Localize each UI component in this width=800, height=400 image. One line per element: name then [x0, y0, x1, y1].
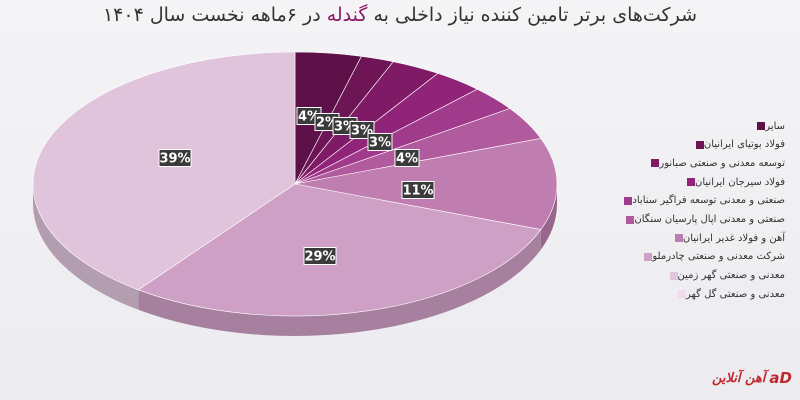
data-label-7: 29%: [303, 247, 337, 265]
legend-label: معدنی و صنعتی گل گهر: [686, 288, 785, 300]
legend-item: توسعه معدنی و صنعتی صبانور: [585, 155, 785, 171]
chart-title: شرکت‌های برتر تامین کننده نیاز داخلی به …: [102, 4, 698, 26]
legend-label: معدنی و صنعتی گهر زمین: [677, 270, 785, 282]
legend-item: معدنی و صنعتی گل گهر: [585, 286, 785, 302]
legend-swatch: [624, 196, 633, 205]
svg-text:29%: 29%: [304, 250, 335, 265]
title-highlight: گندله: [326, 4, 368, 26]
brand-name: آهن آنلاین: [712, 370, 766, 386]
legend-item: فولاد سیرجان ایرانیان: [585, 174, 785, 190]
legend-swatch: [674, 234, 683, 243]
pie-slice-8: [32, 51, 296, 291]
legend-swatch: [644, 252, 653, 261]
data-label-6: 11%: [401, 181, 435, 199]
legend-label: توسعه معدنی و صنعتی صبانور: [659, 157, 785, 169]
legend-label: صنعتی و معدنی توسعه فراگیر سناباد: [632, 195, 785, 207]
pie-data-labels: 4%2%3%3%3%4%11%29%39%: [158, 107, 435, 265]
brand-logo-icon: aD: [769, 369, 792, 387]
svg-text:3%: 3%: [369, 136, 391, 151]
data-label-5: 4%: [394, 149, 420, 167]
legend-item: معدنی و صنعتی گهر زمین: [585, 268, 785, 284]
legend-swatch: [669, 271, 678, 280]
legend-item: شرکت معدنی و صنعتی چادرملو: [585, 249, 785, 265]
pie-side-8: [33, 184, 139, 310]
legend-swatch: [678, 290, 686, 299]
legend-label: شرکت معدنی و صنعتی چادرملو: [652, 251, 785, 263]
legend-item: صنعتی و معدنی توسعه فراگیر سناباد: [585, 193, 785, 209]
legend-label: صنعتی و معدنی اپال پارسیان سنگان: [634, 214, 785, 225]
data-label-8: 39%: [158, 149, 192, 167]
svg-text:39%: 39%: [159, 152, 190, 167]
svg-text:11%: 11%: [402, 184, 433, 199]
legend-swatch: [687, 178, 695, 187]
legend-swatch: [757, 122, 766, 130]
svg-text:4%: 4%: [396, 152, 418, 167]
legend-label: فولاد بوتیای ایرانیان: [703, 139, 785, 151]
legend-label: سایر: [765, 120, 785, 132]
legend-item: آهن و فولاد غدیر ایرانیان: [585, 230, 785, 246]
legend-item: سایر: [585, 118, 785, 134]
legend-item: فولاد بوتیای ایرانیان: [585, 137, 785, 153]
brand: آهن آنلاین aD: [682, 366, 792, 390]
legend-swatch: [651, 159, 660, 168]
legend-label: آهن و فولاد غدیر ایرانیان: [682, 232, 785, 244]
pie-side-7: [138, 229, 541, 337]
legend-item: صنعتی و معدنی اپال پارسیان سنگان: [585, 212, 785, 228]
legend-swatch: [626, 215, 635, 224]
chart-legend: سایر فولاد بوتیای ایرانیان توسعه معدنی و ص…: [585, 118, 785, 318]
data-label-4: 3%: [367, 133, 393, 151]
legend-swatch: [695, 140, 704, 149]
pie-slices: [32, 51, 558, 317]
legend-label: فولاد سیرجان ایرانیان: [695, 176, 785, 188]
pie-slice-7: [137, 183, 542, 317]
